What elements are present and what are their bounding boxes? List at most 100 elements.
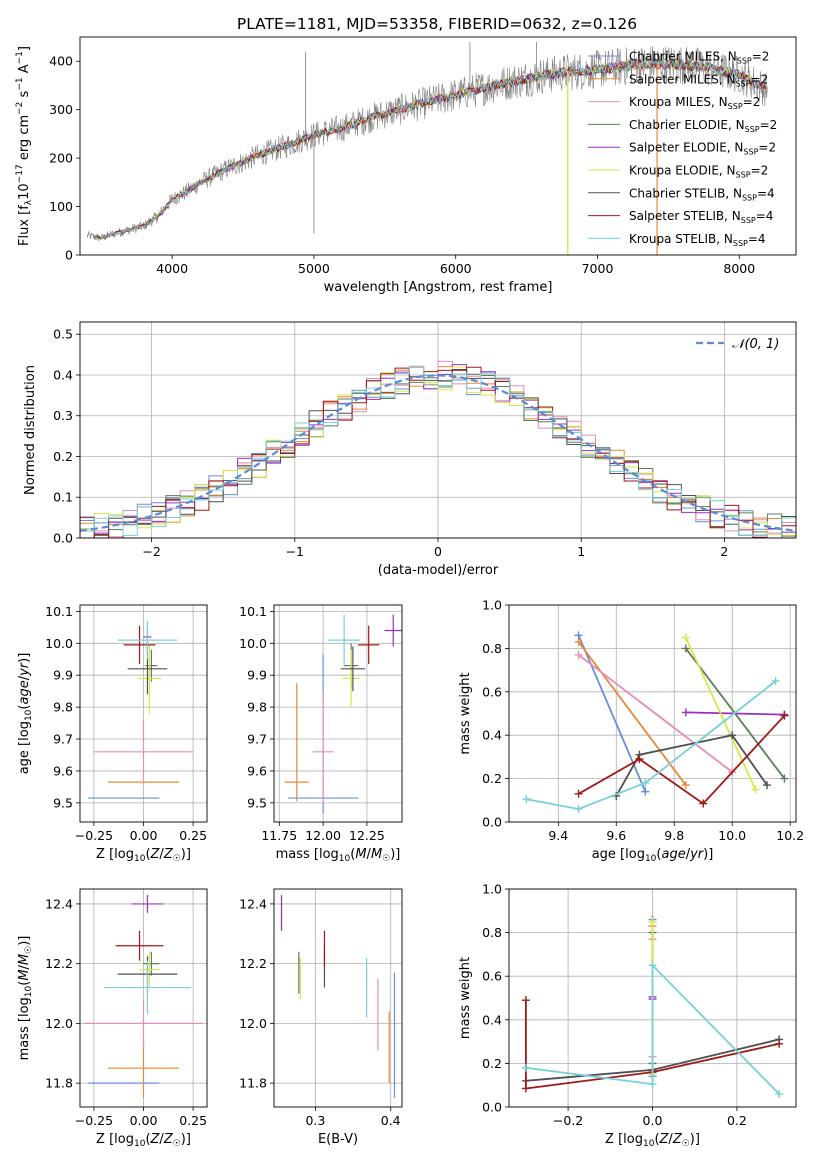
y-tick-label: 9.9 bbox=[247, 668, 267, 683]
y-tick-label: 11.8 bbox=[45, 1076, 73, 1091]
y-axis-label: Normed distribution bbox=[23, 365, 38, 495]
y-axis-label: mass weight bbox=[458, 672, 473, 754]
y-tick-label: 10.0 bbox=[239, 636, 267, 651]
y-tick-label: 0.8 bbox=[482, 925, 502, 940]
x-tick-label: 10.2 bbox=[776, 828, 804, 843]
data-point bbox=[521, 1084, 530, 1093]
data-point bbox=[775, 1089, 784, 1098]
legend-label: Salpeter ELODIE, NSSP=2 bbox=[629, 141, 776, 157]
data-point bbox=[574, 789, 583, 798]
age-vs-Z-panel: −0.25 0.00 0.25 9.5 9.6 9.7 9.8 9.9 10.0 10.1 Z [l… bbox=[17, 604, 208, 864]
y-tick-label: 9.8 bbox=[53, 700, 73, 715]
weight-series bbox=[615, 734, 768, 797]
data-point bbox=[648, 917, 657, 926]
x-tick-label: −0.25 bbox=[75, 1113, 113, 1128]
legend-label: Chabrier MILES, NSSP=2 bbox=[629, 50, 769, 66]
x-tick-label: 2 bbox=[720, 544, 728, 559]
weight-series bbox=[526, 680, 777, 810]
x-tick-label: 0.3 bbox=[305, 1113, 325, 1128]
y-tick-label: 12.0 bbox=[45, 1016, 73, 1031]
x-tick-label: −1 bbox=[286, 544, 304, 559]
x-axis-label: Z [log10(Z/Z☉)] bbox=[96, 847, 191, 864]
x-axis-label: Z [log10(Z/Z☉)] bbox=[605, 1132, 700, 1149]
data-point bbox=[641, 778, 650, 787]
x-tick-label: 12.25 bbox=[349, 828, 385, 843]
y-tick-label: 0 bbox=[65, 248, 73, 263]
weight-series bbox=[684, 637, 757, 790]
data-point bbox=[681, 633, 690, 642]
y-tick-label: 9.5 bbox=[53, 795, 73, 810]
weight-series bbox=[525, 1000, 780, 1090]
x-tick-label: 12.00 bbox=[305, 828, 341, 843]
y-tick-label: 0.2 bbox=[482, 771, 502, 786]
legend-label: Kroupa ELODIE, NSSP=2 bbox=[629, 164, 768, 180]
x-tick-label: 0.00 bbox=[130, 1113, 158, 1128]
x-tick-label: 11.75 bbox=[261, 828, 297, 843]
y-tick-label: 1.0 bbox=[482, 598, 502, 613]
data-point bbox=[681, 644, 690, 653]
y-tick-label: 0.4 bbox=[53, 367, 73, 382]
data-point bbox=[521, 1063, 530, 1072]
data-point bbox=[780, 774, 789, 783]
data-point bbox=[641, 787, 650, 796]
mass-vs-Z-panel: −0.25 0.00 0.25 11.8 12.0 12.2 12.4 Z [log10(Z/… bbox=[17, 888, 208, 1149]
y-tick-label: 12.2 bbox=[239, 956, 267, 971]
residuals-panel: −2 −1 0 1 2 0.0 0.1 0.2 0.3 0.4 0.5 (data-model)/er… bbox=[23, 321, 797, 578]
y-tick-label: 0.5 bbox=[53, 327, 73, 342]
y-tick-label: 12.4 bbox=[239, 896, 267, 911]
axes-frame bbox=[79, 321, 797, 539]
y-tick-label: 9.5 bbox=[247, 795, 267, 810]
x-axis-label: age [log10(age/yr)] bbox=[592, 847, 714, 864]
data-point bbox=[763, 781, 772, 790]
weight-lines bbox=[521, 915, 784, 1098]
y-tick-label: 1.0 bbox=[482, 882, 502, 897]
x-axis-label: Z [log10(Z/Z☉)] bbox=[96, 1132, 191, 1149]
y-tick-label: 10.1 bbox=[45, 604, 73, 619]
legend-label: Salpeter MILES, NSSP=2 bbox=[629, 72, 768, 88]
y-tick-label: 0.4 bbox=[482, 728, 502, 743]
y-tick-label: 11.8 bbox=[239, 1076, 267, 1091]
x-tick-label: 4000 bbox=[156, 261, 188, 276]
x-tick-label: 6000 bbox=[440, 261, 472, 276]
axes-frame bbox=[508, 604, 797, 823]
x-tick-label: 1 bbox=[577, 544, 585, 559]
data-point bbox=[574, 650, 583, 659]
y-tick-label: 0.0 bbox=[482, 815, 502, 830]
axes-frame bbox=[273, 888, 403, 1108]
x-tick-label: 9.8 bbox=[664, 828, 684, 843]
legend-label: Chabrier STELIB, NSSP=4 bbox=[629, 186, 775, 202]
weight-vs-age-panel: 9.4 9.6 9.8 10.0 10.2 0.0 0.2 0.4 0.6 0.8 1.0 age [… bbox=[458, 598, 804, 865]
y-tick-label: 9.8 bbox=[247, 700, 267, 715]
x-tick-label: 8000 bbox=[723, 261, 755, 276]
y-tick-label: 12.4 bbox=[45, 896, 73, 911]
y-tick-label: 9.7 bbox=[247, 732, 267, 747]
histograms bbox=[80, 360, 796, 538]
y-tick-label: 12.2 bbox=[45, 956, 73, 971]
model-spectrum bbox=[94, 58, 767, 240]
x-tick-label: 5000 bbox=[298, 261, 330, 276]
x-tick-label: −0.25 bbox=[75, 828, 113, 843]
data-point bbox=[681, 781, 690, 790]
data-point bbox=[728, 731, 737, 740]
legend-label: Kroupa STELIB, NSSP=4 bbox=[629, 232, 766, 248]
y-axis-label: mass [log10(M/M☉)] bbox=[17, 936, 34, 1061]
y-axis-label: Flux [fλ10−17 erg cm−2 s−1 A−1] bbox=[15, 46, 34, 246]
weight-series bbox=[578, 715, 786, 805]
data-point bbox=[780, 711, 789, 720]
x-axis-label: wavelength [Angstrom, rest frame] bbox=[324, 280, 553, 295]
mass-vs-ebv-panel: 0.3 0.4 11.8 12.0 12.2 12.4 E(B-V) bbox=[239, 888, 403, 1147]
error-bars bbox=[280, 894, 396, 1099]
spectrum-panel: 4000 5000 6000 7000 8000 0 100 200 300 400 wavelen… bbox=[15, 36, 797, 295]
y-tick-label: 9.9 bbox=[53, 668, 73, 683]
data-point bbox=[751, 785, 760, 794]
data-point bbox=[521, 996, 530, 1005]
y-tick-label: 0.8 bbox=[482, 641, 502, 656]
age-vs-mass-panel: 11.75 12.00 12.25 9.5 9.6 9.7 9.8 9.9 10.0 10.1 ma… bbox=[239, 604, 403, 864]
y-tick-label: 0.6 bbox=[482, 684, 502, 699]
y-tick-label: 100 bbox=[49, 199, 73, 214]
legend-label: Chabrier ELODIE, NSSP=2 bbox=[629, 118, 777, 134]
axes-frame bbox=[273, 604, 403, 823]
axes-frame bbox=[79, 888, 208, 1108]
y-tick-label: 0.4 bbox=[482, 1012, 502, 1027]
